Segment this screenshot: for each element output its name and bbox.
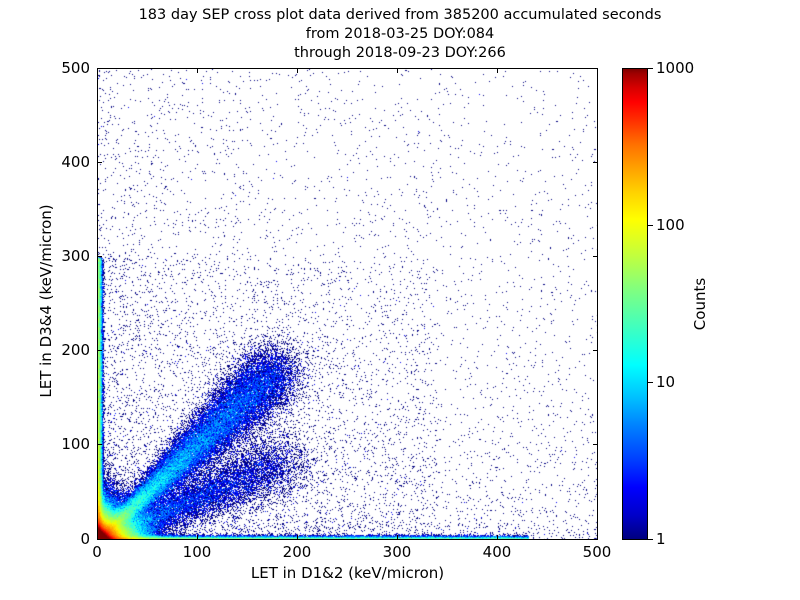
y-axis-title-holder: LET in D3&4 (keV/micron) bbox=[0, 0, 55, 397]
colorbar-tick-10 bbox=[648, 382, 653, 384]
x-tick-label-300: 300 bbox=[382, 543, 412, 561]
y-tick-200 bbox=[97, 350, 102, 352]
x-tick-0-inner bbox=[97, 68, 99, 73]
colorbar-tick-100 bbox=[648, 225, 653, 227]
y-tick-100 bbox=[97, 444, 102, 446]
figure-title-line-2: from 2018-03-25 DOY:084 bbox=[305, 26, 495, 42]
y-tick-label-100: 100 bbox=[61, 435, 90, 453]
x-tick-100 bbox=[197, 535, 199, 540]
x-tick-200 bbox=[297, 535, 299, 540]
x-tick-label-0: 0 bbox=[92, 543, 102, 561]
x-tick-label-400: 400 bbox=[482, 543, 512, 561]
y-tick-0 bbox=[97, 539, 102, 541]
x-tick-400 bbox=[497, 535, 499, 540]
x-tick-500 bbox=[596, 535, 598, 540]
scatter-layer bbox=[98, 69, 597, 539]
y-tick-200-inner bbox=[593, 350, 598, 352]
figure-title-line-1: 183 day SEP cross plot data derived from… bbox=[138, 7, 662, 23]
y-tick-500 bbox=[97, 68, 102, 70]
x-tick-label-100: 100 bbox=[182, 543, 212, 561]
y-tick-300-inner bbox=[593, 256, 598, 258]
x-tick-500-inner bbox=[596, 68, 598, 73]
figure-title-line-3: through 2018-09-23 DOY:266 bbox=[294, 45, 506, 61]
x-tick-100-inner bbox=[197, 68, 199, 73]
colorbar-label-100: 100 bbox=[656, 216, 685, 234]
y-tick-400 bbox=[97, 162, 102, 164]
colorbar-tick-1000 bbox=[648, 68, 653, 70]
y-tick-label-300: 300 bbox=[61, 247, 90, 265]
colorbar-label-10: 10 bbox=[656, 373, 676, 391]
y-tick-400-inner bbox=[593, 162, 598, 164]
x-tick-label-200: 200 bbox=[282, 543, 312, 561]
y-tick-0-inner bbox=[593, 539, 598, 541]
plot-area bbox=[97, 68, 598, 540]
y-tick-100-inner bbox=[593, 444, 598, 446]
y-tick-label-500: 500 bbox=[61, 59, 90, 77]
x-tick-0 bbox=[97, 535, 99, 540]
colorbar-tick-1 bbox=[648, 539, 653, 541]
x-tick-label-500: 500 bbox=[582, 543, 612, 561]
y-axis-title: LET in D3&4 (keV/micron) bbox=[37, 204, 55, 398]
x-tick-300 bbox=[397, 535, 399, 540]
y-tick-label-400: 400 bbox=[61, 153, 90, 171]
colorbar-gradient bbox=[622, 68, 648, 540]
y-tick-label-0: 0 bbox=[80, 530, 90, 548]
colorbar-label-1000: 1000 bbox=[656, 59, 695, 77]
figure-title: 183 day SEP cross plot data derived from… bbox=[0, 6, 800, 63]
x-tick-200-inner bbox=[297, 68, 299, 73]
colorbar-label-1: 1 bbox=[656, 530, 666, 548]
x-axis-title: LET in D1&2 (keV/micron) bbox=[250, 564, 445, 582]
y-tick-300 bbox=[97, 256, 102, 258]
x-tick-400-inner bbox=[497, 68, 499, 73]
x-tick-300-inner bbox=[397, 68, 399, 73]
y-tick-label-200: 200 bbox=[61, 341, 90, 359]
colorbar-title: Counts bbox=[691, 277, 709, 331]
y-tick-500-inner bbox=[593, 68, 598, 70]
scatter-density-canvas bbox=[98, 69, 597, 539]
